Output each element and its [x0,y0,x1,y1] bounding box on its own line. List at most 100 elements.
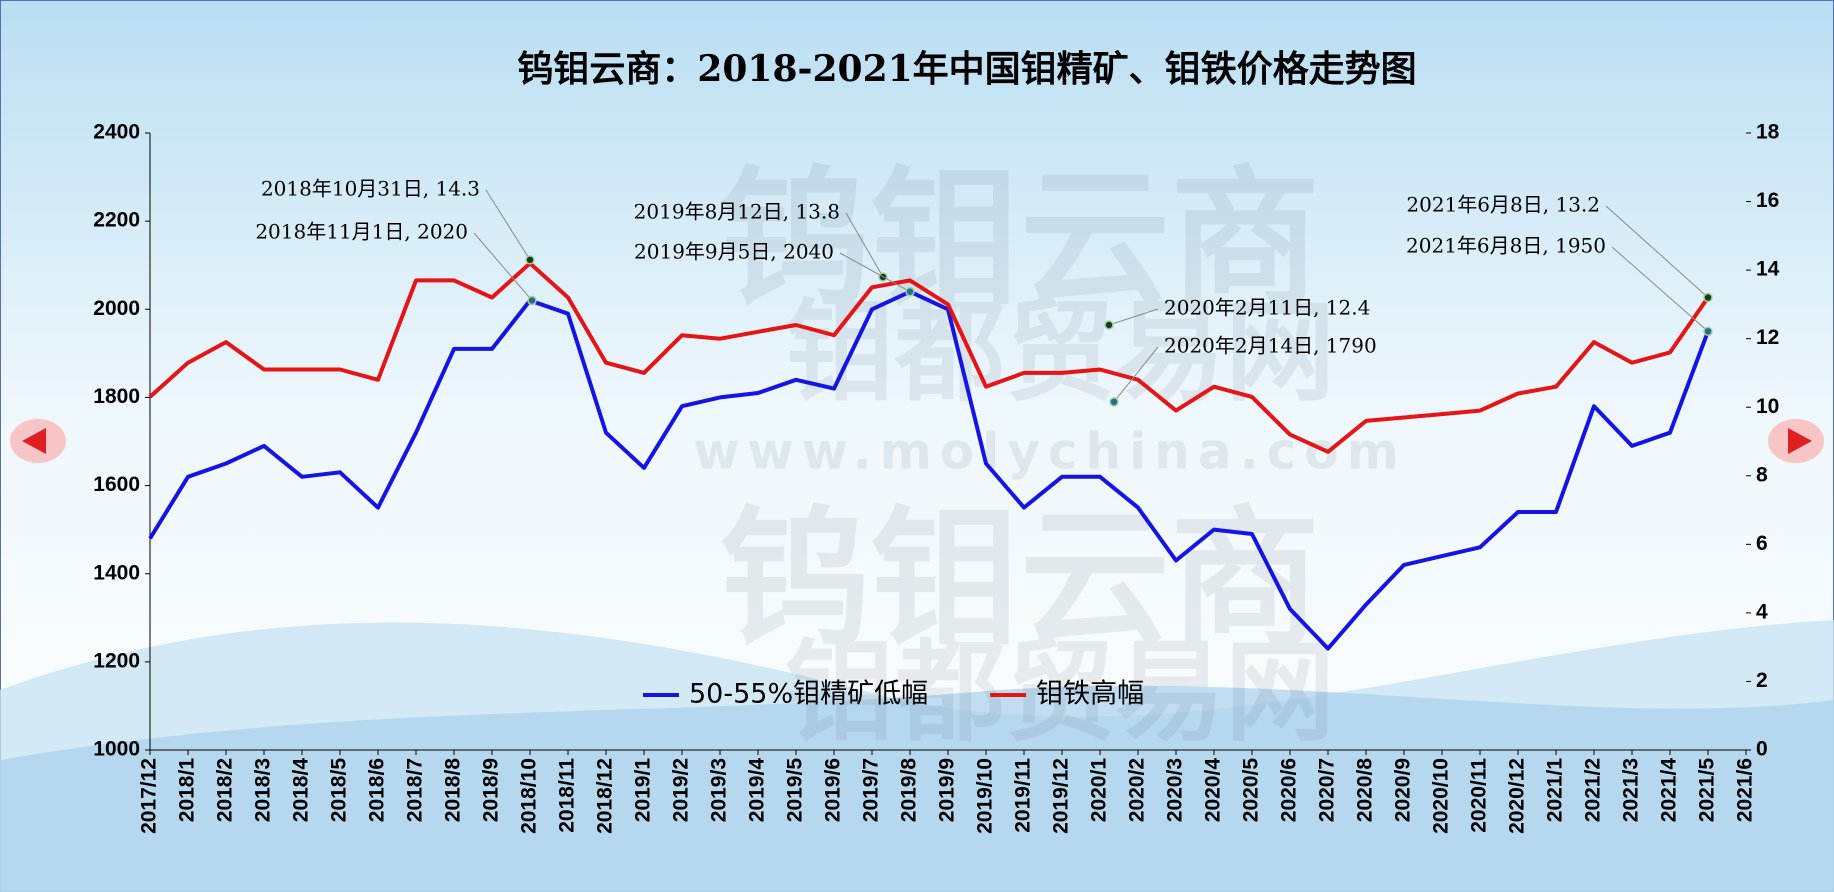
annotation-dot [1703,326,1713,337]
y-tick-label: 1800 [93,385,140,408]
x-tick-label: 2020/1 [1088,758,1111,823]
y2-tick-label: 6 [1756,532,1768,555]
x-tick-label: 2021/1 [1544,758,1567,823]
annotation-label: 2021年6月8日, 1950 [1406,234,1606,258]
wave [0,685,1834,892]
annotation-label: 2018年10月31日, 14.3 [261,177,480,201]
y2-tick-label: 4 [1756,600,1768,623]
x-tick-label: 2021/5 [1696,758,1719,823]
y-tick-label: 1000 [93,738,140,761]
y2-tick-label: 12 [1756,326,1779,349]
x-tick-label: 2020/5 [1240,758,1263,823]
x-tick-label: 2021/4 [1658,758,1681,823]
x-tick-label: 2021/2 [1582,758,1605,822]
x-tick-label: 2020/6 [1278,758,1301,822]
leader-line [485,189,531,261]
annotation-label: 2018年11月1日, 2020 [255,220,468,244]
annotation-dot [527,295,537,306]
x-tick-label: 2018/6 [366,758,389,822]
x-tick-label: 2021/3 [1620,758,1643,822]
y2-tick-label: 16 [1756,189,1779,212]
x-tick-label: 2019/2 [670,758,693,822]
x-tick-label: 2019/7 [860,758,883,822]
leader-line [1605,205,1709,298]
x-tick-label: 2020/2 [1126,758,1149,822]
x-tick-label: 2019/11 [1012,758,1035,833]
x-tick-label: 2018/10 [518,758,541,834]
nav-right[interactable] [1768,419,1824,463]
x-tick-label: 2019/10 [974,758,997,834]
watermark: 钼都贸易网 [785,628,1335,756]
annotation-dot [1703,292,1713,303]
y-tick-label: 1600 [93,473,140,496]
y2-tick-label: 14 [1756,258,1780,281]
y-tick-label: 2400 [93,121,140,144]
x-tick-label: 2018/2 [214,758,237,822]
y-tick-label: 1200 [93,649,140,672]
x-tick-label: 2019/1 [632,758,655,823]
leader-line [839,252,911,293]
x-tick-label: 2021/6 [1734,758,1757,822]
annotation-dot [1109,397,1119,407]
x-tick-label: 2018/5 [328,758,351,823]
legend-label: 50-55%钼精矿低幅 [689,679,928,710]
x-tick-label: 2019/4 [746,758,769,823]
x-tick-label: 2020/12 [1506,758,1529,834]
x-tick-label: 2020/3 [1164,758,1187,822]
x-tick-label: 2020/8 [1354,758,1377,823]
x-tick-label: 2018/3 [252,758,275,822]
y2-tick-label: 2 [1756,669,1768,692]
annotation-label: 2020年2月11日, 12.4 [1164,296,1370,320]
leader-line [1108,308,1159,326]
x-tick-label: 2019/5 [784,758,807,823]
legend-label: 钼铁高幅 [1036,679,1144,710]
annotation-dot [525,255,535,265]
watermark: 钨钼云商 [720,153,1320,327]
x-tick-label: 2020/4 [1202,758,1225,823]
nav-left[interactable] [10,419,66,463]
chart-title: 钨钼云商：2018-2021年中国钼精矿、钼铁价格走势图 [517,48,1416,90]
x-tick-label: 2020/9 [1392,758,1415,822]
x-tick-label: 2018/4 [290,758,313,823]
nav-arrow[interactable] [22,428,46,454]
annotation-dot [1104,320,1114,330]
x-tick-label: 2018/8 [442,758,465,823]
x-tick-label: 2020/11 [1468,758,1491,833]
x-tick-label: 2019/6 [822,758,845,822]
x-tick-label: 2017/12 [138,758,161,834]
x-tick-label: 2019/12 [1050,758,1073,834]
nav-arrow[interactable] [1788,428,1812,454]
annotation-label: 2019年9月5日, 2040 [634,240,834,264]
y-tick-label: 2000 [93,297,140,320]
x-tick-label: 2019/8 [898,758,921,823]
annotation-dot [905,286,915,297]
y2-tick-label: 8 [1756,463,1768,486]
series-line [148,261,1710,454]
y2-tick-label: 0 [1756,738,1768,761]
y2-tick-label: 10 [1756,395,1779,418]
leader-line [473,232,533,301]
leader-line [1611,246,1709,332]
annotation-label: 2021年6月8日, 13.2 [1406,193,1600,217]
annotation-label: 2020年2月14日, 1790 [1164,334,1377,358]
leader-line [845,212,884,278]
x-tick-label: 2018/11 [556,758,579,833]
series-line [148,289,1710,651]
y2-tick-label: 18 [1756,121,1780,144]
x-tick-label: 2020/10 [1430,758,1453,834]
leader-line [1113,346,1159,403]
x-tick-label: 2018/12 [594,758,617,834]
y-tick-label: 2200 [93,209,140,232]
annotation-label: 2019年8月12日, 13.8 [634,200,840,224]
watermark: www.molychina.com [693,423,1406,481]
y-tick-label: 1400 [93,561,140,584]
x-tick-label: 2020/7 [1316,758,1339,822]
watermark: 钨钼云商 [720,493,1320,667]
x-tick-label: 2018/7 [404,758,427,822]
x-tick-label: 2018/9 [480,758,503,822]
x-tick-label: 2019/3 [708,758,731,822]
x-tick-label: 2019/9 [936,758,959,822]
x-tick-label: 2018/1 [176,758,199,823]
